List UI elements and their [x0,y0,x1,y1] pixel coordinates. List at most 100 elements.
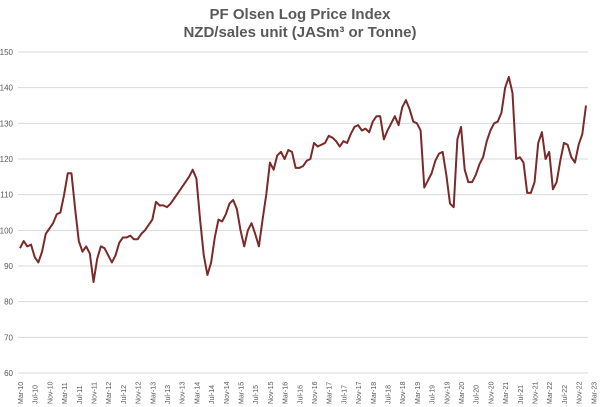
data-point [155,201,157,203]
data-point [317,146,319,148]
data-point [19,247,21,249]
data-point [144,229,146,231]
data-point [353,126,355,128]
x-tick-label: Mar-16 [283,382,290,404]
x-tick-label: Nov-20 [488,381,495,404]
x-tick-label: Jul-13 [165,385,172,404]
data-point [567,144,569,146]
x-tick-label: Jul-21 [518,385,525,404]
data-point [302,165,304,167]
data-point [280,151,282,153]
data-point [475,174,477,176]
data-point [364,128,366,130]
data-point [346,142,348,144]
data-point [273,169,275,171]
data-point [335,140,337,142]
data-point [298,167,300,169]
data-point [210,261,212,263]
x-tick-label: Nov-12 [136,381,143,404]
x-tick-label: Nov-19 [444,381,451,404]
data-point [89,253,91,255]
data-point [228,203,230,205]
data-point [515,158,517,160]
data-point [173,197,175,199]
x-tick-label: Nov-13 [180,381,187,404]
x-tick-label: Mar-18 [371,382,378,404]
data-point [398,124,400,126]
data-point [251,222,253,224]
data-point [59,212,61,214]
data-point [464,169,466,171]
data-point [350,133,352,135]
y-tick-label: 70 [4,333,13,342]
data-point [181,187,183,189]
data-point [559,160,561,162]
y-tick-label: 120 [0,155,14,164]
data-point [221,220,223,222]
x-tick-label: Jul-14 [209,385,216,404]
data-point [34,256,36,258]
data-point [276,154,278,156]
y-tick-label: 80 [4,298,13,307]
x-tick-label: Nov-14 [224,381,231,404]
data-point [122,236,124,238]
x-tick-label: Nov-11 [92,382,99,404]
data-point [581,133,583,135]
x-tick-label: Mar-13 [150,382,157,404]
data-point [387,129,389,131]
data-point [63,194,65,196]
data-point [52,222,54,224]
y-tick-label: 100 [0,226,14,235]
data-point [412,121,414,123]
data-point [460,126,462,128]
data-point [188,176,190,178]
data-point [420,129,422,131]
y-tick-label: 130 [0,119,14,128]
data-point [240,229,242,231]
data-point [265,194,267,196]
data-point [118,242,120,244]
x-tick-label: Jul-20 [474,385,481,404]
data-point [423,187,425,189]
data-point [309,158,311,160]
data-point [199,219,201,221]
data-point [456,138,458,140]
y-tick-label: 140 [0,84,14,93]
x-tick-label: Mar-14 [194,382,201,404]
data-point [545,158,547,160]
data-point [236,208,238,210]
data-point [96,258,98,260]
data-point [291,151,293,153]
x-tick-label: Mar-15 [239,382,246,404]
x-tick-label: Jul-22 [562,385,569,404]
series-line [19,75,587,284]
x-tick-label: Mar-22 [547,382,554,404]
x-tick-label: Nov-18 [400,381,407,404]
x-tick-label: Nov-17 [356,381,363,404]
data-point [184,181,186,183]
data-point [357,124,359,126]
x-tick-label: Jul-10 [33,385,40,404]
data-point [23,240,25,242]
data-point [541,131,543,133]
data-point [192,169,194,171]
data-point [497,121,499,123]
data-point [552,188,554,190]
data-point [133,238,135,240]
data-point [394,115,396,117]
x-tick-label: Jul-18 [386,385,393,404]
data-point [214,236,216,238]
data-point [511,92,513,94]
data-point [379,115,381,117]
data-point [81,251,83,253]
data-point [170,203,172,205]
data-point [401,106,403,108]
data-point [37,261,39,263]
x-tick-label: Jul-19 [430,385,437,404]
data-point [409,108,411,110]
data-point [162,204,164,206]
data-point [504,87,506,89]
data-point [287,149,289,151]
data-point [74,208,76,210]
